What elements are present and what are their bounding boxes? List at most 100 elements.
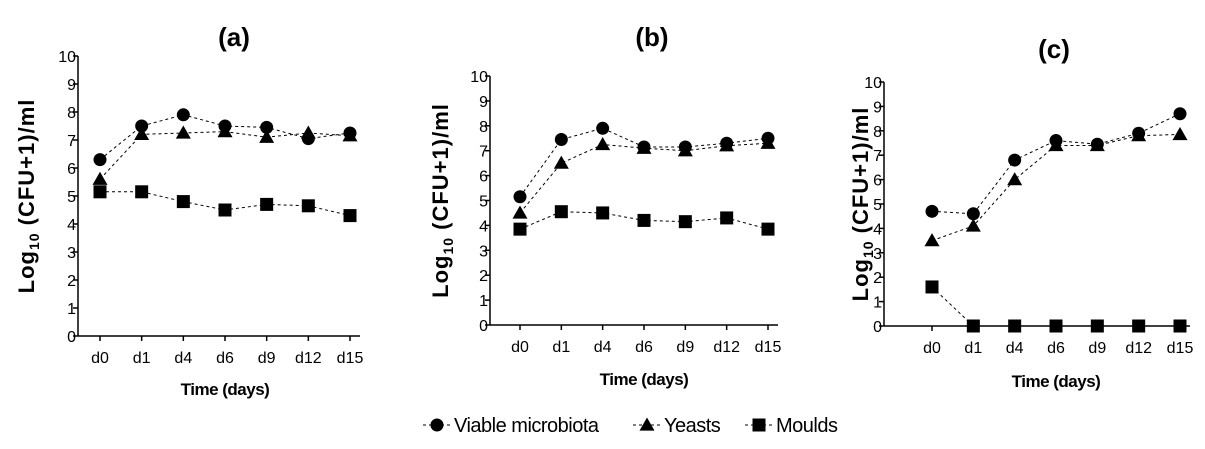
x-axis-label: Time (days) xyxy=(1012,372,1101,391)
y-tick-label: 0 xyxy=(479,318,488,335)
data-point xyxy=(720,211,734,225)
panel-title: (a) xyxy=(218,22,250,52)
data-point xyxy=(677,143,693,157)
data-point xyxy=(678,215,692,229)
chart-panel: (c) 0 1 2 3 4 5 6 7 8 9 10 d0 d1 d4 d6 d9 d12 d15 Time (day… xyxy=(848,34,1193,391)
data-point xyxy=(924,233,940,247)
x-tick-label: d9 xyxy=(1088,340,1106,357)
y-tick-label: 9 xyxy=(479,94,488,111)
y-tick-label: 7 xyxy=(873,148,882,165)
x-tick-label: d6 xyxy=(1047,340,1065,357)
y-tick-label: 8 xyxy=(67,105,76,122)
y-tick-label: 10 xyxy=(58,49,76,66)
data-point xyxy=(1090,319,1104,333)
legend-label: Viable microbiota xyxy=(454,415,600,437)
y-tick-label: 10 xyxy=(864,75,882,92)
data-point xyxy=(719,138,735,152)
data-point xyxy=(1049,319,1063,333)
data-point xyxy=(1173,319,1187,333)
x-tick-label: d9 xyxy=(258,350,276,367)
data-point xyxy=(513,190,527,204)
x-tick-label: d6 xyxy=(216,350,234,367)
data-point xyxy=(1048,137,1064,152)
legend-label: Yeasts xyxy=(664,415,721,437)
data-point xyxy=(1008,319,1022,333)
data-point xyxy=(513,222,527,236)
y-axis-label: Log10 (CFU+1)/ml xyxy=(428,103,456,298)
y-tick-label: 4 xyxy=(67,217,76,234)
data-point xyxy=(260,197,274,211)
data-point xyxy=(554,205,568,219)
data-point xyxy=(554,132,568,146)
y-tick-label: 7 xyxy=(67,133,76,150)
chart-panel: (b) 0 1 2 3 4 5 6 7 8 9 10 d0 d1 d4 d6 d9 d12 d15 Time (day… xyxy=(428,22,781,389)
data-point xyxy=(966,207,980,221)
x-tick-label: d1 xyxy=(552,339,570,356)
x-tick-label: d0 xyxy=(511,339,529,356)
x-tick-label: d12 xyxy=(1125,340,1152,357)
y-tick-label: 4 xyxy=(873,221,882,238)
x-tick-label: d15 xyxy=(1167,340,1194,357)
legend-marker xyxy=(752,418,766,432)
y-tick-label: 10 xyxy=(470,69,488,86)
data-point xyxy=(596,206,610,220)
y-axis-label: Log10 (CFU+1)/ml xyxy=(848,107,876,302)
data-point xyxy=(218,203,232,217)
y-tick-label: 4 xyxy=(479,218,488,235)
y-tick-label: 9 xyxy=(67,77,76,94)
data-point xyxy=(1007,172,1023,186)
y-tick-label: 6 xyxy=(873,173,882,190)
y-tick-label: 2 xyxy=(873,270,882,287)
panel-title: (c) xyxy=(1038,34,1070,64)
x-tick-label: d0 xyxy=(923,340,941,357)
data-point xyxy=(965,218,981,232)
x-tick-label: d9 xyxy=(676,339,694,356)
data-point xyxy=(301,199,315,213)
y-tick-label: 1 xyxy=(479,293,488,310)
y-tick-label: 3 xyxy=(873,246,882,263)
data-point xyxy=(760,135,776,149)
data-point xyxy=(176,195,190,209)
y-tick-label: 1 xyxy=(873,295,882,312)
data-point xyxy=(595,136,611,151)
y-tick-label: 3 xyxy=(67,245,76,262)
data-point xyxy=(93,185,107,199)
data-point xyxy=(553,155,569,169)
data-point xyxy=(637,213,651,227)
data-point xyxy=(176,108,190,122)
y-tick-label: 2 xyxy=(479,268,488,285)
x-tick-label: d0 xyxy=(91,350,109,367)
x-tick-label: d1 xyxy=(964,340,982,357)
chart-panel: (a) 0 1 2 3 4 5 6 7 8 9 10 d0 d1 d4 d6 d9 d12 d15 Time (day… xyxy=(14,22,363,399)
x-tick-label: d4 xyxy=(594,339,612,356)
x-tick-label: d12 xyxy=(295,350,322,367)
data-point xyxy=(1089,137,1105,152)
y-tick-label: 5 xyxy=(873,197,882,214)
x-tick-label: d1 xyxy=(133,350,151,367)
data-point xyxy=(135,185,149,199)
y-tick-label: 8 xyxy=(479,119,488,136)
legend-label: Moulds xyxy=(776,415,838,437)
y-tick-label: 9 xyxy=(873,99,882,116)
data-point xyxy=(300,125,316,139)
y-tick-label: 1 xyxy=(67,301,76,318)
data-point xyxy=(217,124,233,138)
y-tick-label: 2 xyxy=(67,273,76,290)
y-axis-label: Log10 (CFU+1)/ml xyxy=(14,99,42,294)
y-tick-label: 8 xyxy=(873,124,882,141)
data-point xyxy=(1132,319,1146,333)
x-tick-label: d15 xyxy=(337,350,364,367)
legend: Viable microbiota Yeasts Moulds xyxy=(423,415,838,437)
data-point xyxy=(761,222,775,236)
data-point xyxy=(343,209,357,223)
y-tick-label: 0 xyxy=(67,329,76,346)
data-point xyxy=(596,121,610,135)
x-tick-label: d6 xyxy=(635,339,653,356)
data-point xyxy=(925,280,939,294)
data-point xyxy=(134,126,150,141)
x-tick-label: d4 xyxy=(1006,340,1024,357)
data-point xyxy=(512,205,528,219)
legend-marker xyxy=(639,417,655,431)
